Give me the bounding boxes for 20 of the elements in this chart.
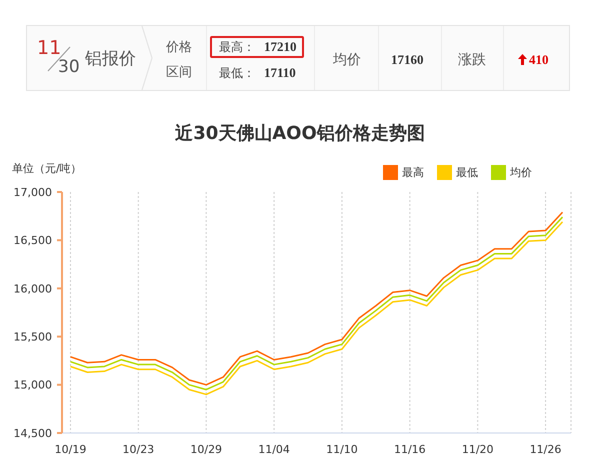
- x-tick-label: 11/10: [326, 442, 358, 456]
- chart-title: 近30天佛山AOO铝价格走势图: [174, 122, 426, 146]
- x-tick-label: 10/23: [122, 442, 154, 456]
- price-card: 11 30 铝报价 价格 区间 最高： 17210 最低： 17110 均价 17160 涨跌 410: [26, 25, 570, 91]
- y-tick-label: 14,500: [14, 426, 52, 440]
- y-tick-label: 16,000: [14, 282, 52, 296]
- y-tick-label: 15,500: [14, 330, 52, 344]
- legend-label: 均价: [510, 165, 532, 180]
- legend-label: 最低: [456, 165, 478, 180]
- y-tick-label: 15,000: [14, 378, 52, 392]
- x-tick-label: 11/04: [258, 442, 290, 456]
- x-tick-label: 11/16: [394, 442, 426, 456]
- x-tick-label: 11/20: [462, 442, 494, 456]
- x-tick-label: 10/29: [190, 442, 222, 456]
- y-tick-label: 17,000: [14, 186, 52, 199]
- legend-label: 最高: [402, 165, 424, 180]
- y-axis-title: 单位（元/吨）: [12, 162, 82, 176]
- x-tick-label: 11/26: [530, 442, 562, 456]
- x-tick-label: 10/19: [54, 442, 86, 456]
- y-tick-label: 16,500: [14, 234, 52, 248]
